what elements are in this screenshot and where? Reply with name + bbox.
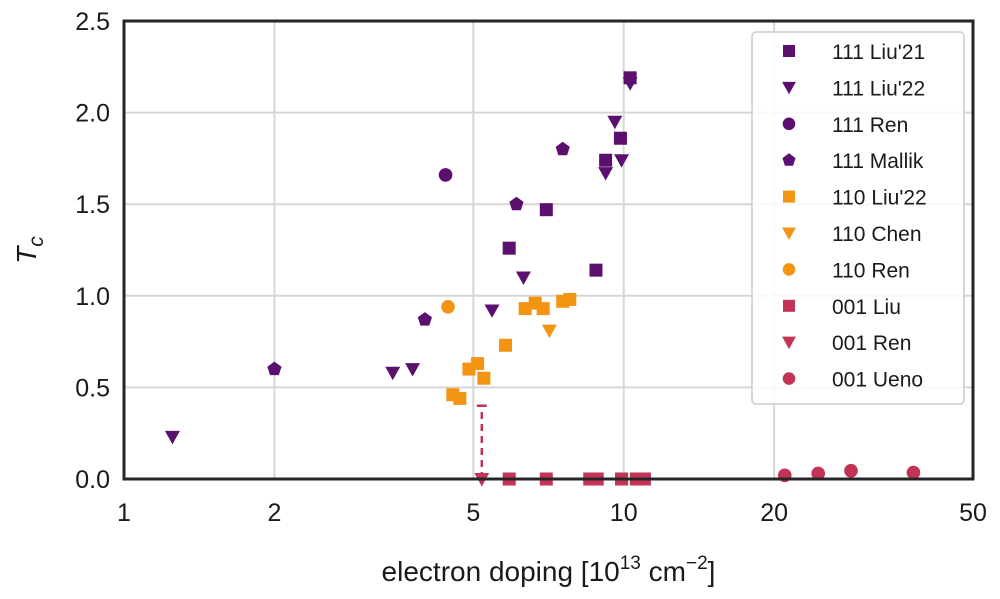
legend-marker bbox=[782, 117, 796, 131]
data-point bbox=[471, 357, 485, 371]
data-point bbox=[607, 115, 623, 130]
x-tick-label: 5 bbox=[466, 499, 480, 527]
data-point bbox=[484, 304, 500, 318]
legend-marker bbox=[782, 336, 796, 350]
legend-label: 111 Ren bbox=[832, 114, 908, 137]
x-tick-label: 1 bbox=[117, 499, 131, 527]
data-point bbox=[502, 241, 516, 255]
legend-box bbox=[751, 31, 965, 405]
legend: 111 Liu'21 111 Liu'22 111 Ren 111 Mallik 110… bbox=[751, 31, 965, 405]
plot-frame bbox=[122, 19, 975, 481]
y-tick-label: 2.5 bbox=[75, 8, 110, 36]
data-point bbox=[541, 324, 557, 339]
series-group bbox=[446, 292, 577, 405]
x-tick-label: 50 bbox=[959, 499, 987, 527]
data-point bbox=[417, 312, 432, 326]
legend-marker bbox=[782, 227, 796, 240]
legend-label: 110 Liu'22 bbox=[832, 187, 927, 210]
data-point bbox=[518, 302, 532, 316]
data-point bbox=[441, 299, 455, 314]
data-point bbox=[515, 271, 531, 285]
data-point bbox=[498, 338, 512, 352]
series-group bbox=[438, 168, 453, 182]
legend-marker bbox=[782, 263, 796, 276]
data-point bbox=[385, 366, 401, 381]
x-tick-label: 2 bbox=[267, 499, 281, 527]
data-point bbox=[405, 363, 421, 377]
series-group bbox=[267, 141, 570, 376]
data-point bbox=[622, 77, 638, 91]
y-axis-label: Tc bbox=[11, 236, 48, 264]
data-point bbox=[598, 167, 614, 181]
data-point bbox=[613, 131, 627, 145]
legend-label: 111 Liu'21 bbox=[832, 41, 925, 64]
data-point bbox=[563, 292, 577, 306]
series-group bbox=[502, 71, 637, 277]
legend-label: 001 Ren bbox=[832, 332, 911, 355]
legend-marker bbox=[783, 299, 795, 312]
axis-ticks: 1 2 5 10 20 50 0.0 0.5 1.0 1.5 2.0 2.5 bbox=[75, 8, 987, 527]
data-point bbox=[589, 263, 603, 277]
legend-marker bbox=[782, 372, 796, 385]
data-point bbox=[614, 154, 630, 168]
y-tick-label: 1.5 bbox=[75, 191, 110, 219]
legend-marker bbox=[782, 81, 796, 95]
data-point bbox=[811, 466, 826, 481]
data-points bbox=[164, 71, 921, 487]
data-point bbox=[164, 430, 180, 445]
data-point bbox=[509, 196, 524, 211]
legend-label: 110 Ren bbox=[832, 259, 910, 282]
data-point bbox=[453, 391, 467, 405]
data-point bbox=[555, 141, 570, 156]
series-group bbox=[777, 463, 921, 483]
data-point bbox=[438, 168, 453, 182]
data-point bbox=[599, 153, 613, 167]
data-point bbox=[536, 302, 550, 316]
data-point bbox=[477, 371, 491, 385]
series-group bbox=[164, 77, 638, 445]
data-point bbox=[906, 465, 921, 480]
legend-marker bbox=[782, 153, 796, 166]
series-group bbox=[441, 299, 455, 314]
y-tick-label: 0.0 bbox=[75, 466, 110, 494]
legend-marker bbox=[783, 190, 795, 203]
x-tick-label: 10 bbox=[610, 499, 638, 527]
annotations bbox=[476, 404, 487, 479]
x-tick-label: 20 bbox=[760, 499, 788, 527]
legend-marker bbox=[783, 45, 795, 57]
data-point bbox=[539, 203, 553, 217]
legend-label: 001 Ueno bbox=[832, 369, 923, 392]
legend-label: 001 Liu bbox=[832, 296, 901, 319]
x-axis-label: electron doping [1013 cm−2] bbox=[382, 553, 716, 587]
y-tick-label: 0.5 bbox=[75, 374, 110, 402]
data-point bbox=[267, 361, 282, 376]
y-tick-label: 2.0 bbox=[75, 100, 110, 128]
data-point bbox=[844, 463, 858, 478]
series-group bbox=[541, 324, 557, 339]
legend-label: 111 Mallik bbox=[832, 150, 924, 173]
y-tick-label: 1.0 bbox=[75, 283, 110, 311]
legend-label: 110 Chen bbox=[832, 223, 922, 246]
legend-label: 111 Liu'22 bbox=[832, 77, 925, 100]
